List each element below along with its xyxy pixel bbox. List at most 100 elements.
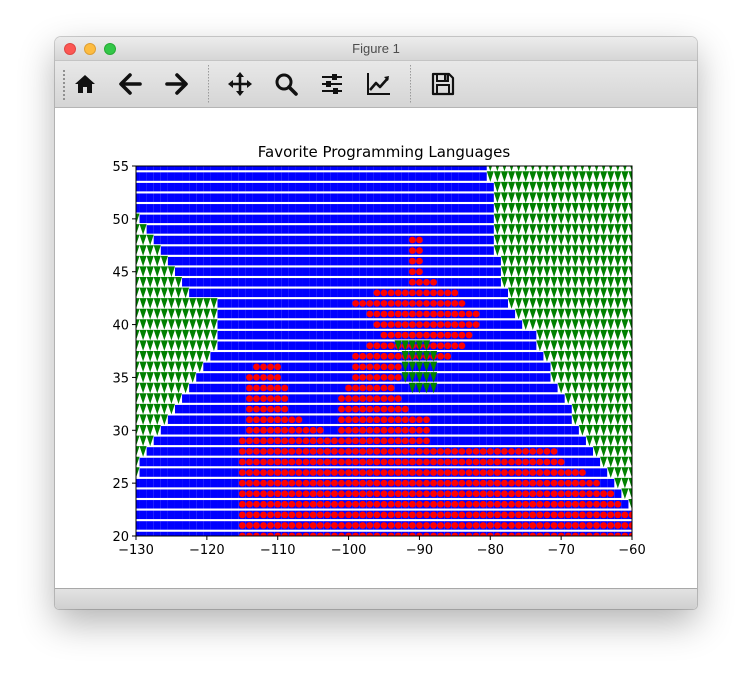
toolbar-separator [208,65,209,103]
blue-point [174,166,183,171]
blue-point [323,299,331,308]
red-point [366,490,374,498]
green-point [196,340,204,351]
green-point [146,372,154,383]
blue-point [600,468,608,477]
blue-point [401,246,409,255]
red-point [494,511,501,519]
blue-point [295,172,303,181]
close-window-button[interactable] [64,43,76,55]
blue-point [210,373,218,382]
blue-point [146,510,154,520]
blue-point [500,373,508,382]
blue-point [437,267,445,276]
configure-subplots-button[interactable] [318,70,346,98]
red-point [380,511,388,519]
blue-point [550,436,558,446]
zoom-button[interactable] [272,70,300,98]
blue-point [238,182,246,192]
blue-point [437,235,445,245]
green-point [571,351,579,362]
green-point [543,255,551,267]
blue-point [415,225,423,234]
blue-point [465,373,473,382]
red-point [600,522,608,529]
title-bar[interactable]: Figure 1 [55,37,697,61]
blue-point [380,214,388,224]
green-point [508,266,516,277]
blue-point [373,225,381,234]
green-point [160,361,168,373]
blue-point [458,352,466,361]
green-point [139,266,147,277]
blue-point [564,415,572,424]
x-tick-label: −120 [189,543,225,558]
save-button[interactable] [429,70,457,98]
green-point [557,340,565,351]
home-button[interactable] [71,70,99,98]
red-point [387,289,395,297]
red-point [571,479,579,487]
blue-point [167,193,175,202]
blue-point [288,214,296,224]
green-point [607,255,615,267]
green-point [628,467,632,478]
blue-point [458,235,466,245]
blue-point [451,256,459,266]
blue-point [345,172,353,181]
red-point [515,532,522,536]
blue-point [330,383,338,393]
green-point [607,435,615,447]
blue-point [437,256,445,266]
red-point [274,426,282,434]
blue-point [174,478,183,488]
green-point [522,213,530,225]
blue-point [408,225,416,234]
red-point [281,426,289,434]
blue-point [252,267,260,276]
blue-point [394,278,402,287]
red-point [380,374,388,381]
blue-point [380,246,388,255]
green-point [536,298,544,309]
green-point [522,245,530,256]
red-point [408,310,416,318]
green-point [543,351,551,362]
red-point [309,426,317,434]
green-point [621,477,629,489]
blue-point [422,204,431,213]
green-point [508,171,516,182]
pan-button[interactable] [226,70,254,98]
figure-canvas[interactable]: −130 −120 −110 −100 −90 −80 −70 −60 20 25 30 35 40 45… [55,108,697,588]
back-button[interactable] [117,70,145,98]
blue-point [160,500,168,509]
blue-point [430,166,438,171]
blue-point [309,278,317,287]
blue-point [274,166,282,171]
red-point [401,500,409,508]
blue-point [337,166,346,171]
green-point [614,435,622,447]
red-point [579,522,586,529]
green-point [557,224,565,235]
toolbar-grip[interactable] [63,69,65,101]
blue-point [245,256,253,266]
blue-point [536,362,544,372]
green-point [585,329,594,341]
forward-button[interactable] [162,70,190,98]
blue-point [366,172,374,181]
blue-point [267,320,275,329]
blue-point [472,278,480,287]
red-point [501,490,508,498]
red-point [430,500,437,508]
maximize-window-button[interactable] [104,43,116,55]
red-point [387,479,395,487]
red-point [529,511,537,519]
minimize-window-button[interactable] [84,43,96,55]
edit-axes-button[interactable] [365,70,393,98]
blue-point [231,214,239,224]
blue-point [189,468,197,477]
green-point [614,287,622,299]
green-point [607,414,615,425]
green-point [136,234,140,246]
